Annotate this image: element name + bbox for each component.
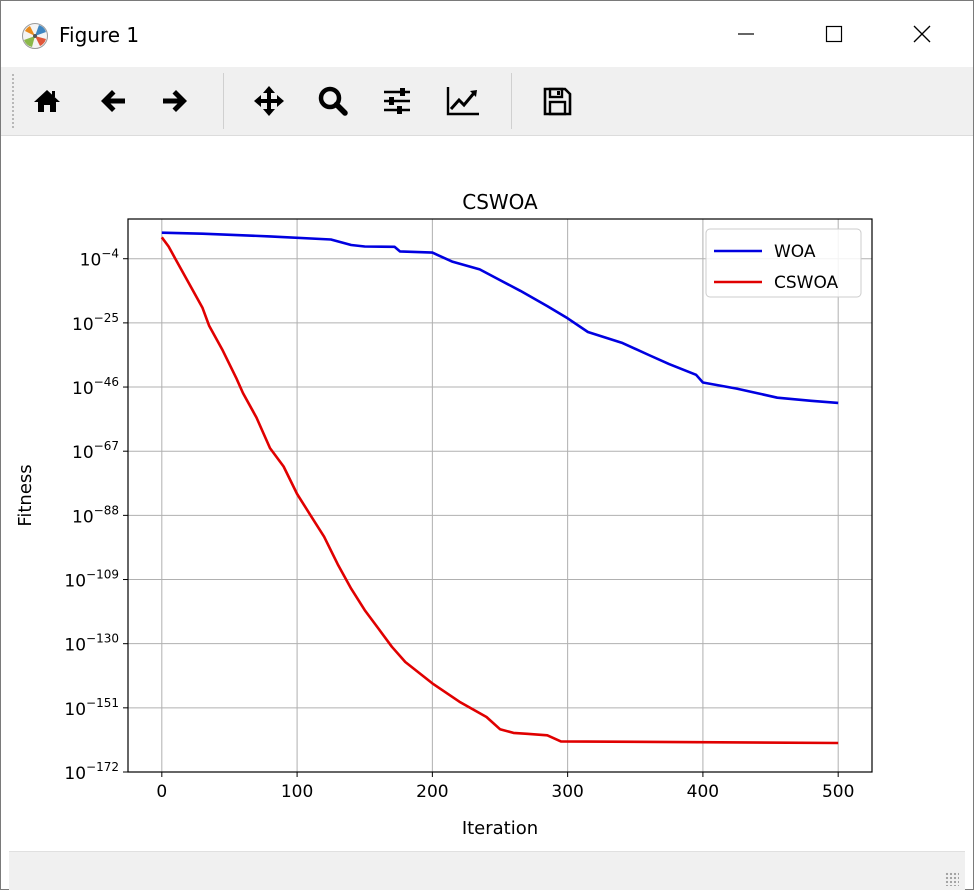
y-tick-label: 10−88 <box>72 503 119 527</box>
series-line-woa <box>161 231 839 405</box>
x-tick-label: 200 <box>416 782 448 802</box>
magnifier-icon <box>318 86 348 116</box>
navigation-toolbar <box>1 67 973 136</box>
chart: 0 100 200 300 400 500 10−4 10−25 10−46 10−67 10−88… <box>15 190 873 839</box>
x-tick-label: 0 <box>156 782 167 802</box>
edit-axes-button[interactable] <box>441 79 485 123</box>
legend-label-cswoa: CSWOA <box>774 273 839 293</box>
toolbar-grip[interactable] <box>11 73 15 129</box>
x-tick-label: 400 <box>687 782 719 802</box>
zoom-button[interactable] <box>311 79 355 123</box>
pan-button[interactable] <box>247 79 291 123</box>
line-chart-icon <box>446 87 479 116</box>
legend-label-woa: WOA <box>774 242 816 262</box>
status-bar <box>9 851 965 890</box>
plot-area <box>128 219 872 772</box>
toolbar-separator <box>511 73 512 129</box>
resize-grip[interactable] <box>945 872 959 886</box>
arrow-left-icon <box>101 90 125 112</box>
x-tick-label: 100 <box>281 782 313 802</box>
x-axis-label: Iteration <box>462 818 538 839</box>
figure-canvas[interactable]: 0 100 200 300 400 500 10−4 10−25 10−46 10−67 10−88… <box>1 136 973 850</box>
y-axis-label: Fitness <box>15 464 36 526</box>
y-tick-label: 10−46 <box>72 375 119 399</box>
close-icon <box>913 25 931 43</box>
sliders-icon <box>384 88 410 114</box>
y-tick-label: 10−130 <box>64 632 119 656</box>
minimize-icon <box>738 33 754 35</box>
x-tick-label: 500 <box>822 782 854 802</box>
window-title: Figure 1 <box>59 23 140 47</box>
matplotlib-logo-icon <box>22 23 48 49</box>
forward-button[interactable] <box>153 79 197 123</box>
legend: WOA CSWOA <box>705 228 862 298</box>
home-icon <box>34 90 60 112</box>
legend-box <box>705 228 862 298</box>
home-button[interactable] <box>25 79 69 123</box>
back-button[interactable] <box>91 79 135 123</box>
x-tick-label: 300 <box>551 782 583 802</box>
y-tick-label: 10−109 <box>64 568 119 592</box>
y-tick-label: 10−151 <box>64 696 119 720</box>
maximize-button[interactable] <box>811 11 857 57</box>
y-tick-label: 10−25 <box>72 311 119 335</box>
y-tick-label: 10−4 <box>80 247 119 271</box>
maximize-icon <box>825 25 843 43</box>
axes-frame <box>127 218 873 773</box>
chart-title: CSWOA <box>462 190 538 214</box>
toolbar-separator <box>223 73 224 129</box>
arrow-right-icon <box>163 90 187 112</box>
move-icon <box>254 86 284 116</box>
close-button[interactable] <box>899 11 945 57</box>
minimize-button[interactable] <box>723 11 769 57</box>
title-bar: Figure 1 <box>1 1 973 67</box>
series-line-cswoa <box>160 236 839 745</box>
y-tick-label: 10−172 <box>64 760 119 784</box>
save-button[interactable] <box>535 79 579 123</box>
floppy-disk-icon <box>543 87 572 116</box>
y-tick-label: 10−67 <box>72 439 119 463</box>
subplots-button[interactable] <box>375 79 419 123</box>
